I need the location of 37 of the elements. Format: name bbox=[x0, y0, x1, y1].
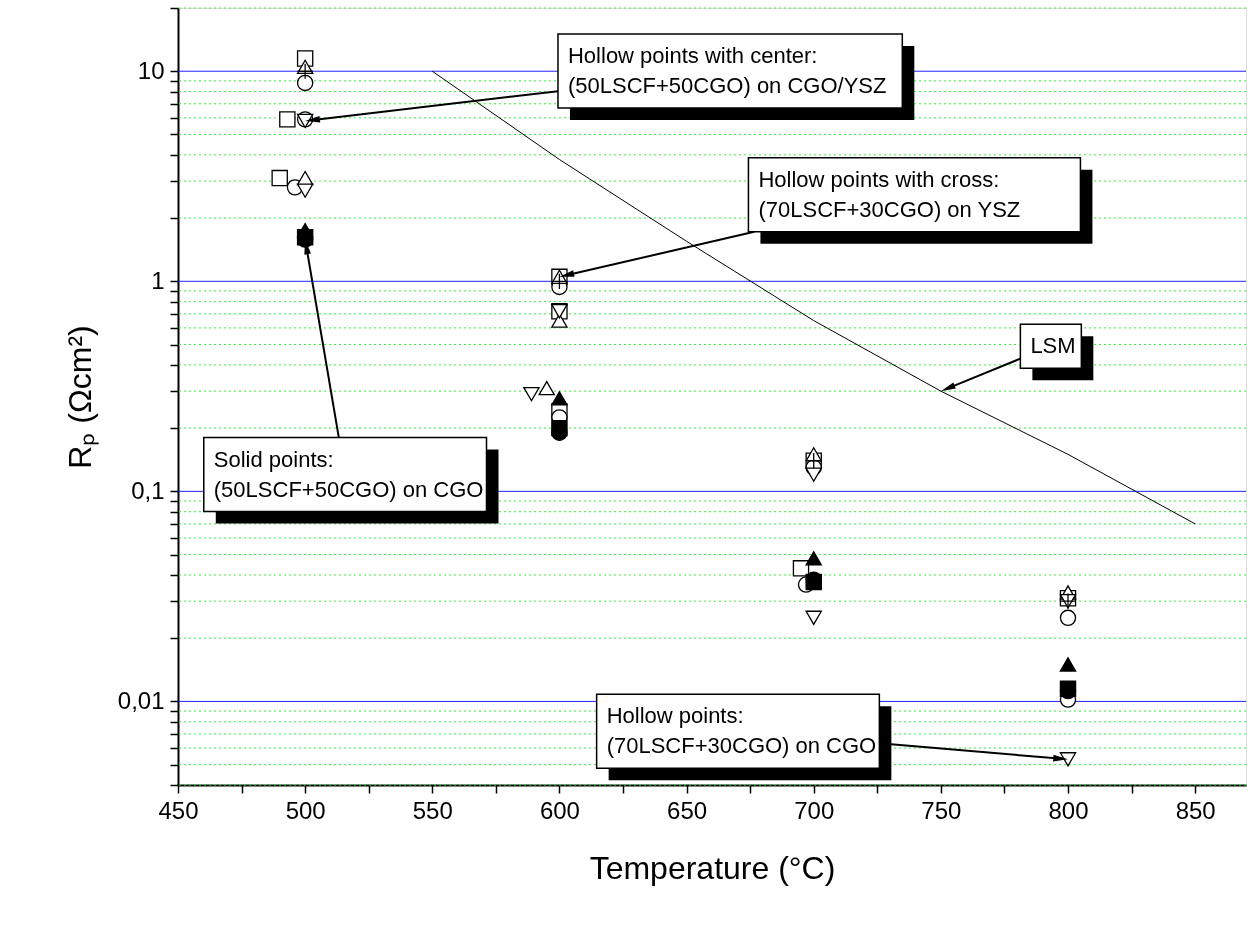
annotation: Hollow points: (70LSCF+30CGO) on CGO bbox=[606, 703, 877, 759]
point bbox=[805, 551, 822, 566]
x-tick-label: 500 bbox=[285, 796, 326, 824]
x-tick-label: 650 bbox=[667, 796, 708, 824]
annotation: Solid points: (50LSCF+50CGO) on CGO bbox=[213, 446, 484, 502]
point bbox=[1059, 752, 1077, 767]
y-tick-label: 0,1 bbox=[131, 476, 165, 504]
y-tick-label: 0,01 bbox=[117, 686, 165, 714]
point bbox=[805, 467, 822, 482]
point bbox=[271, 169, 288, 187]
annotation: LSM bbox=[1030, 333, 1076, 359]
y-axis-title: Rₚ (Ωcm²) bbox=[61, 325, 99, 469]
point bbox=[551, 273, 568, 290]
point bbox=[523, 387, 540, 402]
point bbox=[805, 610, 822, 626]
point bbox=[279, 111, 296, 128]
x-tick-label: 450 bbox=[158, 796, 199, 824]
y-tick-label: 1 bbox=[151, 266, 165, 294]
x-tick-label: 800 bbox=[1048, 796, 1089, 824]
annotation: Hollow points with center: (50LSCF+50CGO) on CGO/YSZ bbox=[567, 42, 887, 98]
x-tick-label: 750 bbox=[921, 796, 962, 824]
point bbox=[296, 223, 314, 238]
x-tick-label: 600 bbox=[539, 796, 580, 824]
point bbox=[551, 391, 568, 406]
point bbox=[551, 313, 568, 328]
x-tick-label: 550 bbox=[412, 796, 453, 824]
point bbox=[296, 74, 314, 92]
annotation: Hollow points with cross: (70LSCF+30CGO) on YSZ bbox=[758, 166, 1021, 222]
x-tick-label: 700 bbox=[794, 796, 835, 824]
x-axis-title: Temperature (°C) bbox=[589, 849, 836, 886]
point bbox=[296, 63, 314, 80]
point bbox=[538, 380, 555, 396]
point bbox=[1059, 657, 1077, 672]
y-tick-label: 10 bbox=[137, 56, 165, 84]
point bbox=[296, 183, 314, 198]
x-tick-label: 850 bbox=[1175, 796, 1216, 824]
point bbox=[1059, 609, 1077, 627]
